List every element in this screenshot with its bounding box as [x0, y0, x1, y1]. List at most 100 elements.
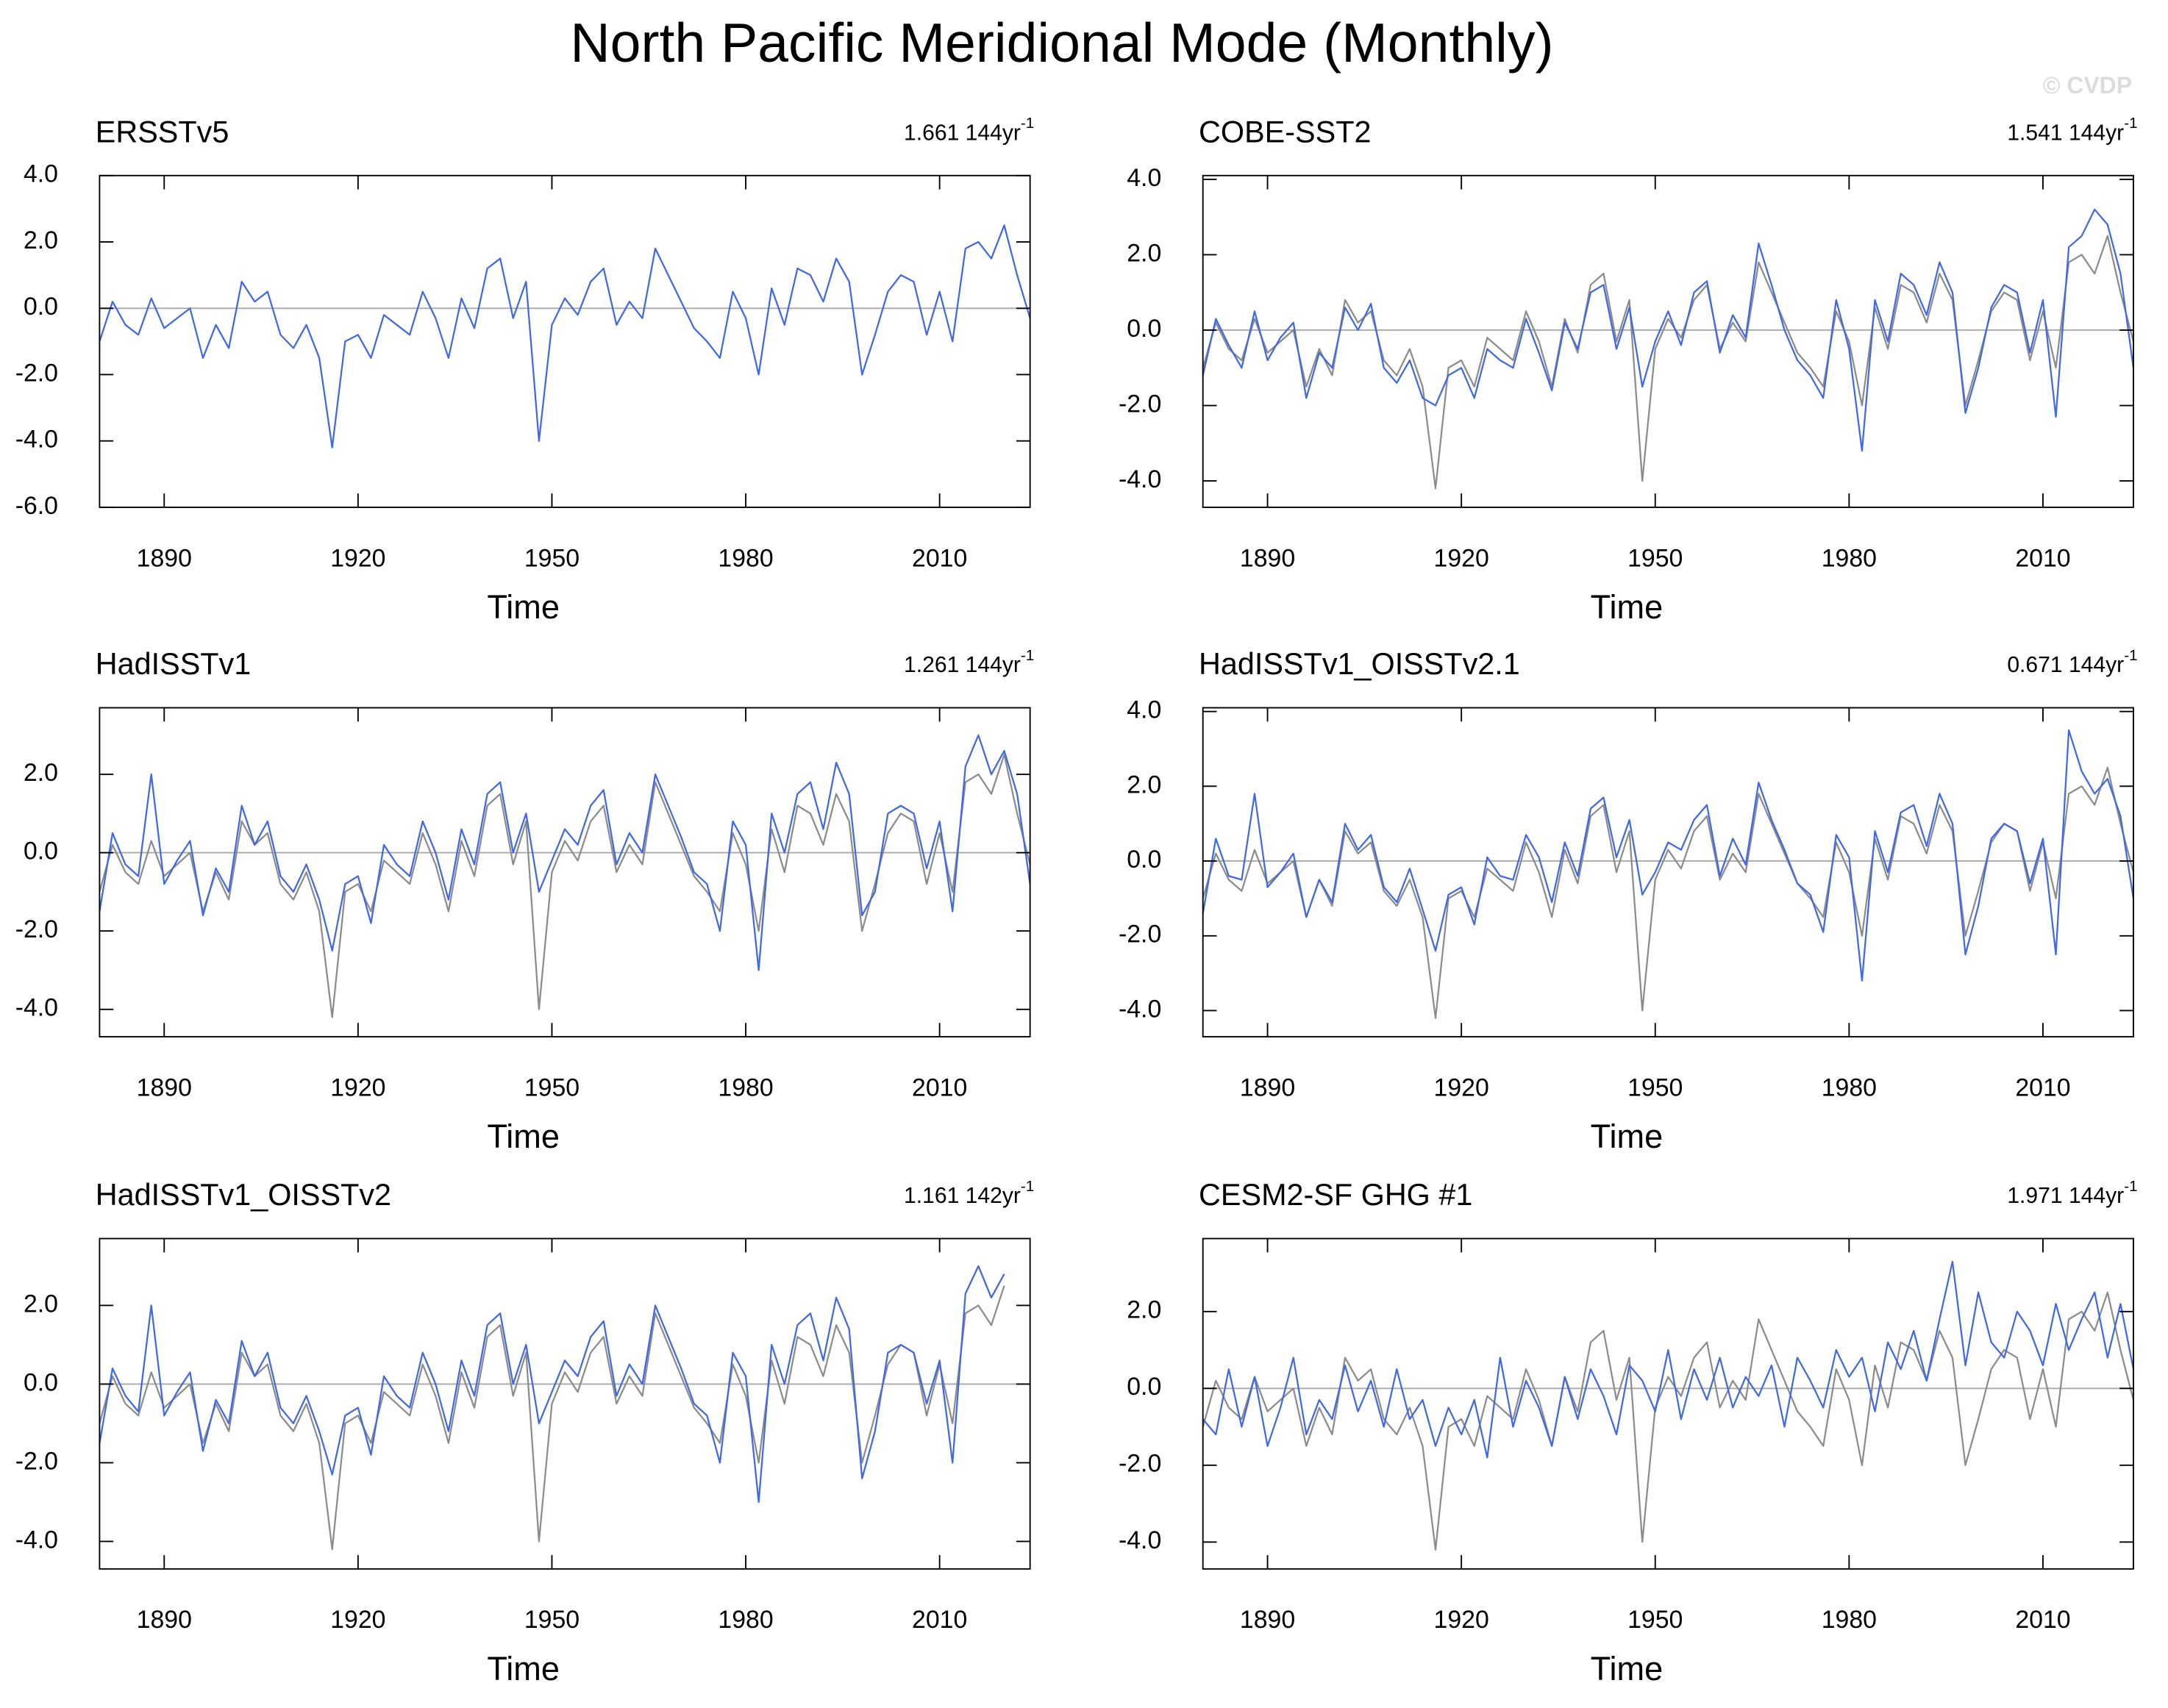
- series-line: [99, 1265, 1005, 1504]
- x-tick-label: 1890: [137, 1073, 192, 1101]
- series-line: [99, 734, 1031, 971]
- y-tick-label: -2.0: [1119, 1450, 1161, 1478]
- x-tick-label: 2010: [912, 1606, 967, 1634]
- annotation: 0.671 144yr-1: [2007, 647, 2137, 677]
- x-axis-label: Time: [1591, 1650, 1664, 1687]
- figure-title: North Pacific Meridional Mode (Monthly): [570, 12, 1553, 74]
- y-tick-label: 4.0: [24, 160, 58, 188]
- annotation-text: 1.161 142yr: [904, 1184, 1021, 1208]
- annotation-sup: -1: [1021, 115, 1034, 132]
- plot-frame: [99, 1237, 1031, 1570]
- plot-frame: [1202, 707, 2134, 1037]
- y-tick-label: -6.0: [15, 492, 58, 520]
- watermark: © CVDP: [2043, 72, 2132, 99]
- x-tick-label: 2010: [912, 544, 967, 572]
- series-line: [1202, 729, 2135, 982]
- x-axis-label: Time: [487, 1118, 560, 1155]
- y-tick-label: -4.0: [1119, 995, 1161, 1023]
- x-tick-label: 1920: [330, 544, 385, 572]
- annotation: 1.661 144yr-1: [904, 115, 1034, 146]
- x-tick-label: 1950: [1627, 544, 1683, 572]
- plot-frame: [99, 174, 1031, 508]
- annotation-text: 1.541 144yr: [2007, 121, 2124, 145]
- panel: HadISSTv1_OISSTv2 1.161 142yr-1 -4.0 -2.0 0.…: [15, 1178, 1035, 1687]
- y-tick-label: 2.0: [24, 759, 58, 787]
- annotation-sup: -1: [2124, 647, 2137, 664]
- plot-frame: [1202, 1237, 2134, 1570]
- annotation-sup: -1: [2124, 1178, 2137, 1195]
- x-tick-label: 1890: [1240, 1606, 1295, 1634]
- x-tick-label: 2010: [2015, 1606, 2070, 1634]
- y-tick-label: 0.0: [1127, 1373, 1161, 1401]
- x-axis-label: Time: [1591, 588, 1664, 626]
- panel: HadISSTv1_OISSTv2.1 0.671 144yr-1 -4.0 -2.0…: [1119, 647, 2138, 1155]
- x-tick-label: 1920: [1434, 1606, 1489, 1634]
- annotation: 1.161 142yr-1: [904, 1178, 1034, 1208]
- panel-title: HadISSTv1: [96, 647, 251, 681]
- y-tick-label: 0.0: [24, 293, 58, 321]
- series-line: [1202, 1260, 2135, 1459]
- y-tick-label: 4.0: [1127, 164, 1161, 192]
- y-tick-label: -4.0: [15, 426, 58, 454]
- series-line: [1202, 208, 2135, 452]
- y-tick-label: 4.0: [1127, 696, 1161, 724]
- panel-title: HadISSTv1_OISSTv2: [96, 1178, 391, 1212]
- y-tick-label: 2.0: [1127, 1296, 1161, 1324]
- y-tick-label: 2.0: [24, 226, 58, 254]
- x-tick-label: 1980: [1822, 544, 1877, 572]
- x-tick-label: 1950: [524, 1073, 580, 1101]
- panel-title: HadISSTv1_OISSTv2.1: [1199, 647, 1520, 681]
- panel: HadISSTv1 1.261 144yr-1 -4.0 -2.0 0.0 2.0 1890…: [15, 647, 1035, 1155]
- x-tick-label: 1950: [524, 544, 580, 572]
- series-line: [1202, 1291, 2135, 1551]
- x-tick-label: 1980: [718, 1073, 773, 1101]
- x-axis-label: Time: [487, 1650, 560, 1687]
- y-tick-label: -2.0: [15, 1447, 58, 1475]
- annotation: 1.971 144yr-1: [2007, 1178, 2137, 1208]
- x-axis-label: Time: [487, 588, 560, 626]
- x-tick-label: 1920: [330, 1606, 385, 1634]
- y-tick-label: -4.0: [15, 1526, 58, 1554]
- annotation-text: 1.661 144yr: [904, 121, 1021, 145]
- annotation-text: 0.671 144yr: [2007, 653, 2124, 677]
- x-tick-label: 1920: [1434, 1073, 1489, 1101]
- annotation: 1.541 144yr-1: [2007, 115, 2137, 146]
- y-tick-label: -4.0: [1119, 465, 1161, 493]
- annotation: 1.261 144yr-1: [904, 647, 1034, 677]
- annotation-sup: -1: [1021, 1178, 1034, 1195]
- x-tick-label: 1980: [1822, 1606, 1877, 1634]
- panel-title: COBE-SST2: [1199, 115, 1371, 149]
- y-tick-label: -2.0: [1119, 921, 1161, 948]
- x-tick-label: 1950: [1627, 1073, 1683, 1101]
- x-tick-label: 1920: [330, 1073, 385, 1101]
- y-tick-label: 0.0: [1127, 846, 1161, 873]
- panel-title: ERSSTv5: [96, 115, 229, 149]
- x-tick-label: 2010: [912, 1073, 967, 1101]
- plot-frame: [99, 707, 1031, 1037]
- y-tick-label: -2.0: [1119, 390, 1161, 418]
- series-line: [1202, 235, 2135, 490]
- panel-title: CESM2-SF GHG #1: [1199, 1178, 1472, 1212]
- panel: CESM2-SF GHG #1 1.971 144yr-1 -4.0 -2.0 0.0 2…: [1119, 1178, 2138, 1687]
- plot-frame: [1202, 174, 2134, 508]
- y-tick-label: 2.0: [1127, 239, 1161, 267]
- y-tick-label: 2.0: [24, 1290, 58, 1318]
- x-tick-label: 1890: [1240, 1073, 1295, 1101]
- x-tick-label: 1980: [1822, 1073, 1877, 1101]
- y-tick-label: -2.0: [15, 915, 58, 943]
- annotation-text: 1.971 144yr: [2007, 1184, 2124, 1208]
- y-tick-label: -2.0: [15, 359, 58, 387]
- x-tick-label: 1950: [524, 1606, 580, 1634]
- series-line: [1202, 766, 2135, 1019]
- series-line: [99, 224, 1031, 449]
- x-tick-label: 1980: [718, 544, 773, 572]
- x-tick-label: 1890: [1240, 544, 1295, 572]
- x-tick-label: 1950: [1627, 1606, 1683, 1634]
- x-tick-label: 1890: [137, 1606, 192, 1634]
- y-tick-label: -4.0: [15, 994, 58, 1022]
- x-tick-label: 2010: [2015, 1073, 2070, 1101]
- series-line: [99, 1285, 1005, 1551]
- y-tick-label: 0.0: [1127, 315, 1161, 343]
- annotation-sup: -1: [1021, 647, 1034, 664]
